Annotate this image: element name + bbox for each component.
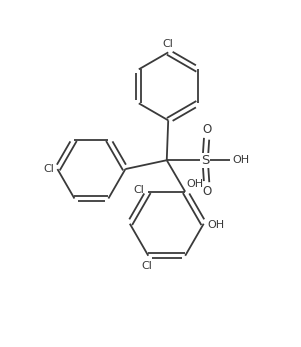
Text: Cl: Cl [43, 164, 54, 174]
Text: OH: OH [207, 220, 224, 230]
Text: OH: OH [233, 155, 250, 165]
Text: Cl: Cl [133, 185, 144, 195]
Text: Cl: Cl [141, 261, 152, 271]
Text: O: O [202, 123, 211, 136]
Text: OH: OH [187, 179, 204, 189]
Text: Cl: Cl [163, 39, 174, 49]
Text: O: O [202, 185, 211, 198]
Text: S: S [201, 154, 209, 167]
